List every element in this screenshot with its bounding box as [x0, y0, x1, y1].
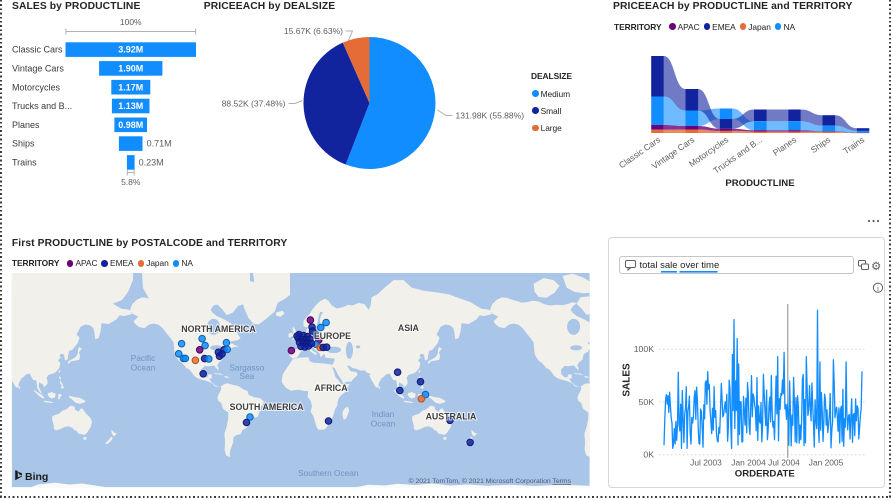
- svg-text:© 2021 TomTom, © 2021 Microsof: © 2021 TomTom, © 2021 Microsoft Corporat…: [409, 477, 572, 485]
- svg-text:5.8%: 5.8%: [121, 177, 141, 187]
- svg-text:Sea: Sea: [239, 371, 254, 381]
- svg-text:Indian: Indian: [372, 409, 395, 419]
- svg-text:Ocean: Ocean: [131, 363, 156, 373]
- svg-text:131.98K (55.88%): 131.98K (55.88%): [456, 111, 525, 121]
- svg-text:88.52K (37.48%): 88.52K (37.48%): [222, 99, 286, 109]
- svg-text:total sale over time: total sale over time: [640, 260, 720, 271]
- svg-text:SALES: SALES: [622, 363, 633, 397]
- svg-text:Motorcycles: Motorcycles: [12, 82, 61, 92]
- svg-text:Trains: Trains: [12, 158, 37, 168]
- svg-text:Jan 2004: Jan 2004: [731, 458, 766, 468]
- svg-text:Southern Ocean: Southern Ocean: [298, 468, 359, 478]
- svg-text:Vintage Cars: Vintage Cars: [12, 64, 64, 74]
- svg-text:Classic Cars: Classic Cars: [12, 45, 63, 55]
- svg-text:Trucks and B...: Trucks and B...: [12, 101, 72, 111]
- svg-text:50K: 50K: [639, 397, 655, 407]
- svg-text:Bing: Bing: [25, 471, 48, 483]
- svg-text:Sargasso: Sargasso: [229, 363, 264, 373]
- svg-text:Jul 2004: Jul 2004: [768, 458, 800, 468]
- svg-text:AUSTRALIA: AUSTRALIA: [426, 412, 477, 422]
- svg-text:EUROPE: EUROPE: [314, 331, 351, 341]
- svg-text:Planes: Planes: [12, 120, 40, 130]
- svg-text:1.90M: 1.90M: [118, 64, 143, 74]
- svg-text:100K: 100K: [634, 344, 654, 354]
- svg-text:0K: 0K: [643, 450, 654, 460]
- svg-text:AFRICA: AFRICA: [314, 383, 348, 393]
- svg-text:100%: 100%: [120, 17, 142, 27]
- svg-text:ORDERDATE: ORDERDATE: [735, 469, 796, 480]
- svg-text:SOUTH AMERICA: SOUTH AMERICA: [230, 402, 305, 412]
- svg-text:15.67K (6.63%): 15.67K (6.63%): [284, 26, 343, 36]
- svg-text:Jul 2003: Jul 2003: [690, 458, 722, 468]
- svg-text:Jan 2005: Jan 2005: [809, 458, 844, 468]
- svg-text:0.71M: 0.71M: [147, 139, 172, 149]
- svg-text:Pacific: Pacific: [131, 353, 155, 363]
- svg-text:i: i: [877, 284, 879, 293]
- svg-text:NORTH AMERICA: NORTH AMERICA: [181, 324, 256, 334]
- svg-text:0.23M: 0.23M: [139, 158, 164, 168]
- svg-text:⚙: ⚙: [871, 261, 881, 273]
- svg-text:Ocean: Ocean: [371, 419, 396, 429]
- svg-text:1.13M: 1.13M: [118, 101, 143, 111]
- svg-text:3.92M: 3.92M: [118, 45, 143, 55]
- svg-text:0.98M: 0.98M: [118, 120, 143, 130]
- svg-text:PRODUCTLINE: PRODUCTLINE: [725, 178, 795, 189]
- svg-text:1.17M: 1.17M: [118, 82, 143, 92]
- svg-text:ASIA: ASIA: [398, 323, 420, 333]
- svg-text:Ships: Ships: [12, 139, 35, 149]
